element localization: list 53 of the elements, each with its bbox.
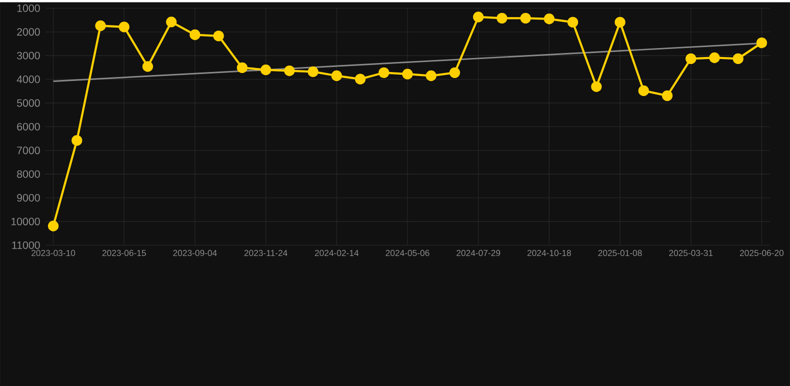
x-tick-label: 2024-02-14: [314, 250, 359, 256]
point: [520, 12, 531, 24]
x-tick-label: 2024-10-18: [527, 250, 571, 256]
x-tick-label: 2025-06-20: [740, 250, 784, 256]
point: [118, 22, 130, 32]
point: [756, 37, 768, 48]
point: [709, 52, 720, 63]
y-tick-label: 6000: [17, 122, 40, 130]
point: [544, 13, 555, 24]
x-tick-label: 2025-03-31: [669, 250, 713, 256]
point: [236, 62, 248, 73]
y-tick-label: 9000: [17, 194, 40, 202]
point: [402, 68, 413, 80]
y-tick-label: 11000: [12, 241, 40, 249]
point: [190, 29, 200, 40]
x-tick-label: 2024-05-06: [386, 250, 430, 256]
point: [378, 67, 390, 78]
point: [426, 70, 436, 81]
y-tick-label: 5000: [16, 99, 40, 107]
x-tick-label: 2023-11-24: [244, 250, 288, 256]
y-tick-label: 10000: [11, 218, 40, 226]
point: [496, 12, 508, 24]
point: [213, 30, 224, 42]
point: [308, 66, 318, 77]
point: [638, 85, 649, 96]
x-tick-label: 2024-07-29: [456, 250, 500, 256]
point: [614, 16, 626, 28]
point: [284, 65, 295, 76]
x-tick-label: 2023-09-04: [173, 250, 217, 256]
point: [331, 70, 342, 81]
y-tick-label: 2000: [17, 28, 40, 36]
point: [166, 16, 177, 28]
y-tick-label: 7000: [17, 146, 40, 154]
point: [95, 20, 106, 31]
y-tick-label: 8000: [17, 170, 40, 178]
point: [662, 90, 673, 101]
point: [48, 220, 59, 232]
point: [686, 53, 696, 64]
y-tick-label: 4000: [16, 75, 40, 83]
point: [260, 64, 272, 76]
point: [732, 53, 744, 64]
point: [142, 61, 154, 72]
y-tick-label: 3000: [16, 52, 40, 60]
point: [354, 74, 366, 84]
x-tick-label: 2023-03-10: [32, 250, 76, 256]
point: [567, 16, 578, 28]
y-tick-label: 1000: [17, 4, 40, 12]
point: [591, 81, 602, 92]
x-tick-label: 2023-06-15: [102, 250, 146, 256]
point: [72, 135, 82, 146]
point: [449, 67, 460, 78]
point: [473, 12, 484, 22]
x-tick-label: 2025-01-08: [598, 250, 642, 256]
